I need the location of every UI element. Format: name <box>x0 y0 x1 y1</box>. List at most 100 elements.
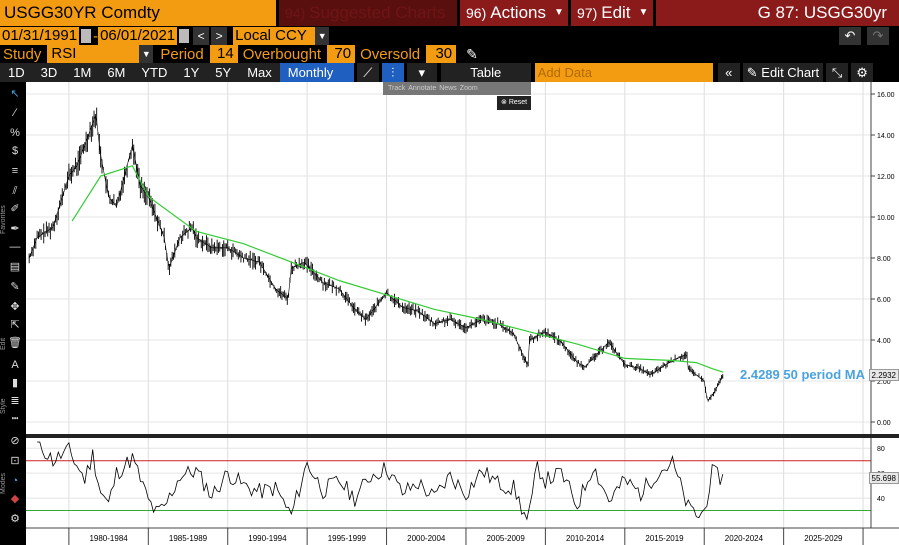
timeframe-3d[interactable]: 3D <box>32 63 66 82</box>
price-line <box>28 115 724 402</box>
pencil-icon: ✎ <box>746 65 758 80</box>
pencil-icon[interactable]: ✎ <box>466 45 478 62</box>
bar-chart-icon[interactable]: ⫶ <box>381 63 404 82</box>
fibonacci-icon[interactable]: ≡ <box>11 165 19 177</box>
next-arrow-icon[interactable]: > <box>211 27 228 45</box>
frequency-select[interactable]: Monthly ▼ <box>279 63 354 99</box>
undo-icon[interactable]: ↶ <box>839 27 861 45</box>
price-y-tick-label: 16.00 <box>877 92 895 99</box>
x-axis-bg <box>26 528 899 545</box>
move-icon[interactable]: ✥ <box>10 301 20 313</box>
timeframe-1m[interactable]: 1M <box>65 63 100 82</box>
percent-tool-icon[interactable]: % <box>10 127 20 139</box>
overbought-field[interactable]: 70 <box>327 45 356 63</box>
start-date-field[interactable]: 01/31/1991 <box>0 27 80 45</box>
line-style-icon[interactable]: ┅ <box>11 413 19 425</box>
date-range-bar: 01/31/1991 - 06/01/2021 < > Local CCY ▼ … <box>0 27 899 45</box>
chevron-down-icon[interactable]: ▾ <box>406 63 437 82</box>
fill-icon[interactable]: ▮ <box>11 377 19 389</box>
chart-area[interactable]: 1980-1984 1985-1989 1990-1994 1995-1999 2000… <box>26 82 899 545</box>
line-tool-icon[interactable]: ∕ <box>14 107 16 119</box>
oversold-label: Oversold <box>360 45 421 63</box>
collapse-icon[interactable]: « <box>717 63 740 82</box>
axis-layer: 1980-1984 1985-1989 1990-1994 1995-1999 2000… <box>26 82 899 545</box>
currency-select[interactable]: Local CCY <box>233 27 316 45</box>
favorites-side-label: Favorites <box>0 205 7 234</box>
channel-tool-icon[interactable]: ⫽ <box>12 185 18 197</box>
horizontal-line-icon[interactable]: — <box>9 241 21 253</box>
actions-menu-button[interactable]: 96) Actions ▼ <box>460 0 568 26</box>
price-tool-icon[interactable]: $ <box>11 145 19 157</box>
draw-icon[interactable]: ✎ <box>10 281 20 293</box>
rsi-last-tag: 55.698 <box>868 472 899 484</box>
track-button[interactable]: Track <box>388 85 406 92</box>
annotate-button[interactable]: Annotate <box>408 85 437 92</box>
select-icon[interactable]: ⇱ <box>10 319 20 331</box>
drawing-tools-palette: Favorites Edit Style Modes ↖ ∕ % $ ≡ ⫽ ✐… <box>0 82 26 545</box>
timeframe-5y[interactable]: 5Y <box>207 63 240 82</box>
price-y-tick-label: 8.00 <box>877 256 891 263</box>
oversold-field[interactable]: 30 <box>426 45 457 63</box>
zoom-button[interactable]: Zoom <box>459 85 478 92</box>
reset-button[interactable]: ⊗ Reset <box>497 96 531 110</box>
period-field[interactable]: 14 <box>209 45 238 63</box>
snap-icon[interactable]: ⊡ <box>10 455 20 467</box>
redo-icon[interactable]: ↷ <box>867 27 889 45</box>
edit-menu-button[interactable]: 97) Edit ▼ <box>571 0 653 26</box>
line-chart-icon[interactable]: ⟋ <box>356 63 379 82</box>
chevron-down-icon[interactable]: ▼ <box>315 27 330 45</box>
rsi-line <box>37 441 724 521</box>
line-width-icon[interactable]: ≣ <box>10 395 20 407</box>
text-style-icon[interactable]: A <box>11 359 19 371</box>
settings-icon[interactable]: ⚙ <box>10 513 20 525</box>
right-axis-bg <box>871 82 899 545</box>
chevron-down-icon[interactable]: ▼ <box>139 45 154 63</box>
resize-icon[interactable]: ⤡ <box>826 63 849 82</box>
price-y-tick-label: 0.00 <box>877 420 891 427</box>
gear-icon[interactable]: ⚙ <box>851 63 874 82</box>
timeframe-ytd[interactable]: YTD <box>133 63 176 82</box>
x-tick-label: 2010-2014 <box>566 534 605 543</box>
news-button[interactable]: News <box>439 85 457 92</box>
study-label: Study <box>3 45 42 63</box>
x-tick-label: 1980-1984 <box>89 534 128 543</box>
calendar-icon[interactable] <box>179 29 190 43</box>
x-tick-label: 1985-1989 <box>169 534 208 543</box>
calendar-icon[interactable] <box>81 29 92 43</box>
timeframe-max[interactable]: Max <box>239 63 280 82</box>
add-data-input[interactable]: Add Data <box>534 63 713 82</box>
end-date-field[interactable]: 06/01/2021 <box>98 27 178 45</box>
suggested-charts-button[interactable]: 94) Suggested Charts <box>279 0 457 26</box>
study-bar: Study RSI ▼ Period 14 Overbought 70 Over… <box>0 45 899 63</box>
panel-separator <box>26 434 899 438</box>
cycle-icon[interactable]: ◔ <box>11 475 19 487</box>
timeframe-1y[interactable]: 1Y <box>175 63 208 82</box>
price-y-tick-label: 10.00 <box>877 215 895 222</box>
brush-icon[interactable]: ✐ <box>10 203 20 215</box>
study-select[interactable]: RSI <box>47 45 140 63</box>
chart-svg[interactable]: 1980-1984 1985-1989 1990-1994 1995-1999 2000… <box>26 82 899 545</box>
magnet-icon[interactable]: ⊘ <box>10 435 20 447</box>
table-button[interactable]: Table <box>440 63 531 82</box>
price-y-tick-label: 6.00 <box>877 297 891 304</box>
x-tick-label: 2025-2029 <box>804 534 843 543</box>
prev-arrow-icon[interactable]: < <box>193 27 210 45</box>
timeframe-6m[interactable]: 6M <box>99 63 134 82</box>
price-y-tick-label: 2.00 <box>877 379 891 386</box>
edit-chart-button[interactable]: ✎ Edit Chart <box>742 63 824 82</box>
timeframe-1d[interactable]: 1D <box>0 63 33 82</box>
ticker-field[interactable]: USGG30YR Comdty <box>0 0 276 26</box>
edit-label: Edit <box>601 3 631 22</box>
x-tick-label: 2015-2019 <box>645 534 684 543</box>
range-dash: - <box>93 27 99 45</box>
suggested-num: 94) <box>285 5 306 21</box>
ruler-icon[interactable]: ▤ <box>9 261 21 273</box>
trash-icon[interactable]: 🗑 <box>8 337 22 349</box>
moving-average-line <box>71 165 724 373</box>
style-side-label: Style <box>0 398 7 414</box>
color-mode-icon[interactable]: ◆ <box>10 493 20 505</box>
price-y-tick-label: 14.00 <box>877 133 895 140</box>
cursor-icon[interactable]: ↖ <box>10 88 20 100</box>
annotation-bar: Track Annotate News Zoom <box>383 82 531 95</box>
pen-icon[interactable]: ✒ <box>10 223 20 235</box>
